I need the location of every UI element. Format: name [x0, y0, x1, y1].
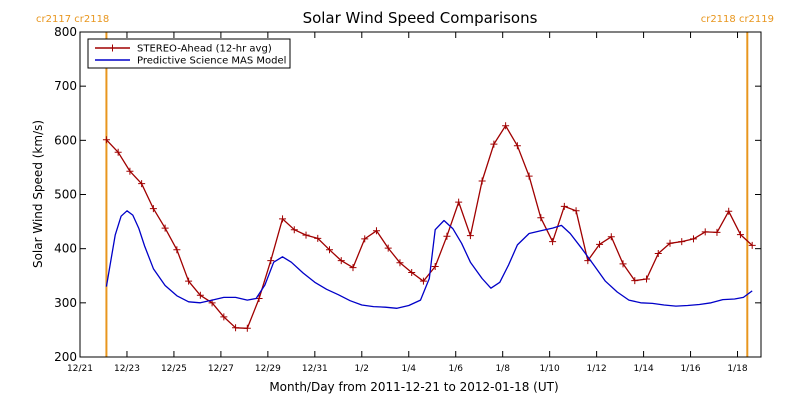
data-point — [466, 232, 474, 240]
y-tick-label: 200 — [54, 350, 77, 364]
data-point — [126, 167, 134, 175]
x-tick-label: 1/18 — [727, 364, 747, 374]
data-point — [560, 202, 568, 210]
chart-title: Solar Wind Speed Comparisons — [303, 9, 538, 27]
plot-frame — [79, 31, 762, 358]
data-point — [279, 215, 287, 223]
data-point — [408, 269, 416, 276]
data-point — [185, 277, 193, 285]
carrington-marker-label: cr2117 cr2118 — [36, 14, 109, 25]
series-line-0 — [105, 125, 753, 329]
y-tick-label: 300 — [54, 296, 77, 310]
data-point — [701, 228, 709, 236]
data-point — [232, 324, 240, 332]
x-tick-label: 1/16 — [680, 364, 700, 374]
data-point — [713, 228, 721, 236]
data-point — [643, 275, 651, 283]
data-point — [607, 233, 615, 241]
legend-label: Predictive Science MAS Model — [137, 56, 286, 67]
data-point — [114, 148, 122, 156]
data-point — [666, 239, 674, 247]
data-point — [502, 122, 510, 130]
data-point — [314, 234, 322, 242]
x-tick-label: 1/4 — [402, 364, 417, 374]
x-axis-label: Month/Day from 2011-12-21 to 2012-01-18 … — [269, 380, 558, 394]
data-point — [302, 231, 310, 239]
x-tick-label: 1/6 — [448, 364, 463, 374]
data-point — [337, 257, 345, 265]
data-point — [161, 224, 169, 232]
data-point — [396, 259, 404, 267]
y-tick-label: 800 — [54, 25, 77, 39]
legend-marker — [109, 44, 116, 52]
data-point — [513, 142, 521, 150]
data-point — [138, 180, 146, 188]
legend-label: STEREO-Ahead (12-hr avg) — [137, 44, 272, 55]
data-point — [572, 207, 580, 215]
data-point — [384, 244, 392, 252]
data-point — [361, 235, 369, 243]
data-point — [455, 198, 463, 206]
data-point — [173, 246, 181, 254]
data-point — [596, 240, 604, 248]
legend: STEREO-Ahead (12-hr avg)Predictive Scien… — [87, 38, 291, 69]
data-point — [267, 257, 275, 265]
data-point — [619, 260, 627, 268]
data-point — [243, 324, 251, 332]
data-point — [443, 232, 451, 240]
x-tick-label: 1/14 — [633, 364, 653, 374]
x-tick-label: 1/2 — [355, 364, 369, 374]
data-point — [220, 313, 228, 321]
x-tick-label: 12/21 — [67, 364, 93, 374]
data-point — [431, 263, 439, 271]
plot-area: 200 300 400 500 600 700 800 12/21 12/23 12/25 12/2… — [36, 14, 774, 374]
data-point — [349, 264, 357, 272]
data-point — [654, 250, 662, 258]
data-point — [631, 277, 639, 285]
data-point — [689, 235, 697, 243]
data-point — [537, 214, 545, 222]
y-tick-label: 400 — [54, 242, 77, 256]
data-point — [149, 205, 157, 213]
legend-box — [87, 38, 291, 69]
data-point — [372, 227, 380, 235]
data-point — [478, 177, 486, 185]
data-point — [419, 277, 427, 285]
carrington-marker-label: cr2118 cr2119 — [701, 14, 774, 25]
data-point — [678, 238, 686, 246]
x-tick-label: 1/12 — [587, 364, 607, 374]
y-axis-label: Solar Wind Speed (km/s) — [31, 120, 45, 268]
x-tick-label: 12/27 — [208, 364, 234, 374]
series-line-1 — [105, 210, 753, 309]
data-point — [196, 291, 204, 299]
data-point — [290, 226, 298, 234]
data-point — [748, 241, 756, 249]
data-point — [725, 207, 733, 215]
y-tick-label: 600 — [54, 133, 77, 147]
data-point — [549, 238, 557, 246]
data-point — [525, 172, 533, 180]
data-point — [326, 246, 334, 254]
data-point — [102, 136, 110, 144]
data-point — [736, 231, 744, 239]
x-tick-label: 12/29 — [255, 364, 281, 374]
x-tick-label: 12/23 — [114, 364, 140, 374]
x-tick-label: 1/8 — [495, 364, 510, 374]
y-tick-label: 700 — [54, 79, 77, 93]
x-tick-label: 12/31 — [302, 364, 328, 374]
x-tick-label: 1/10 — [540, 364, 560, 374]
y-tick-label: 500 — [54, 188, 77, 202]
data-point — [490, 140, 498, 148]
x-tick-label: 12/25 — [161, 364, 187, 374]
